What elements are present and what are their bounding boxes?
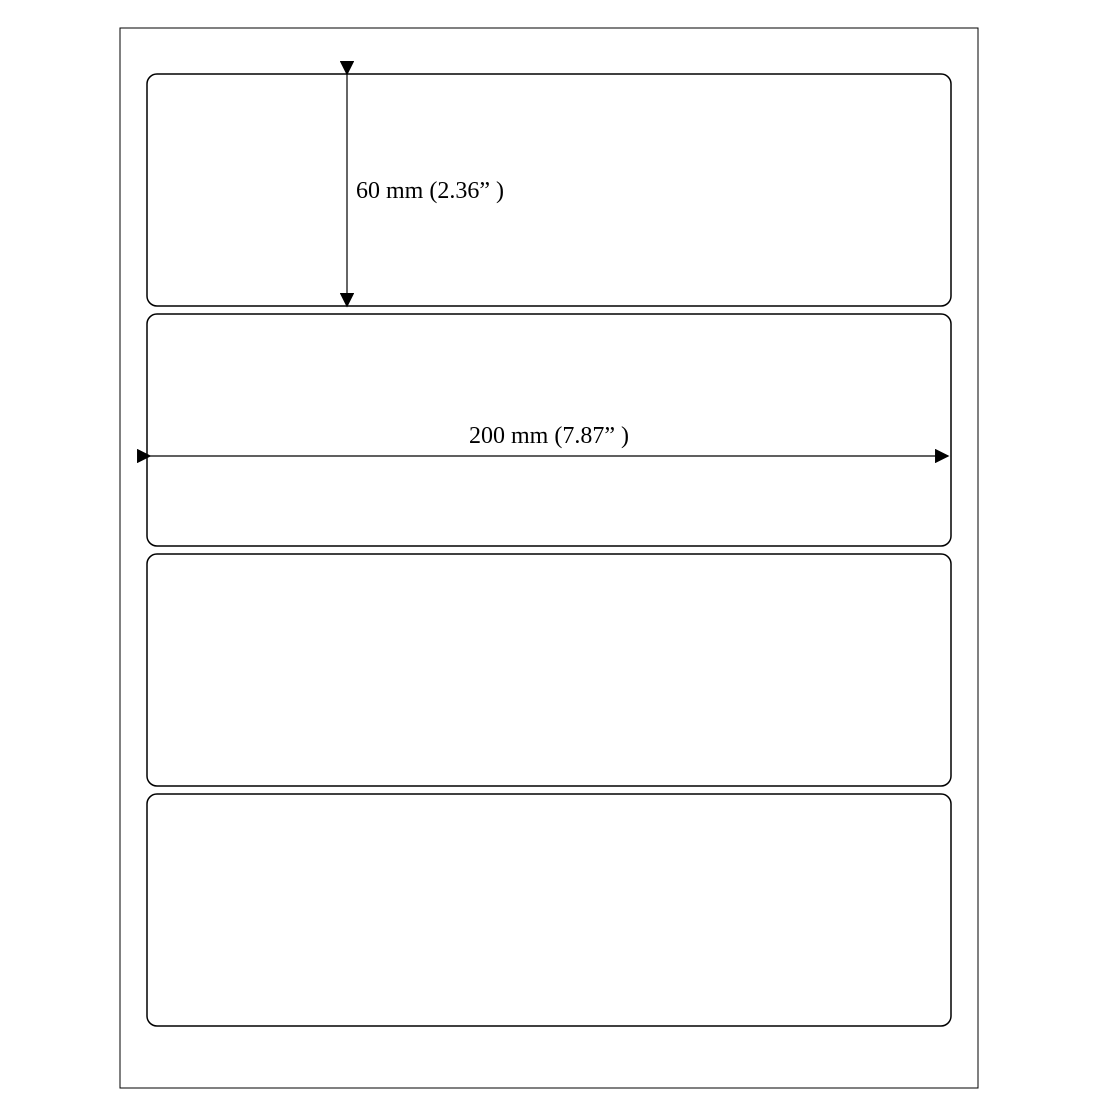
label-rect-4 <box>147 794 951 1026</box>
height-dimension-label: 60 mm (2.36” ) <box>356 178 504 204</box>
label-rect-1 <box>147 74 951 306</box>
diagram-svg: 60 mm (2.36” ) 200 mm (7.87” ) <box>0 0 1100 1100</box>
label-template-diagram: 60 mm (2.36” ) 200 mm (7.87” ) <box>0 0 1100 1100</box>
width-dimension-label: 200 mm (7.87” ) <box>469 423 629 449</box>
label-rect-3 <box>147 554 951 786</box>
